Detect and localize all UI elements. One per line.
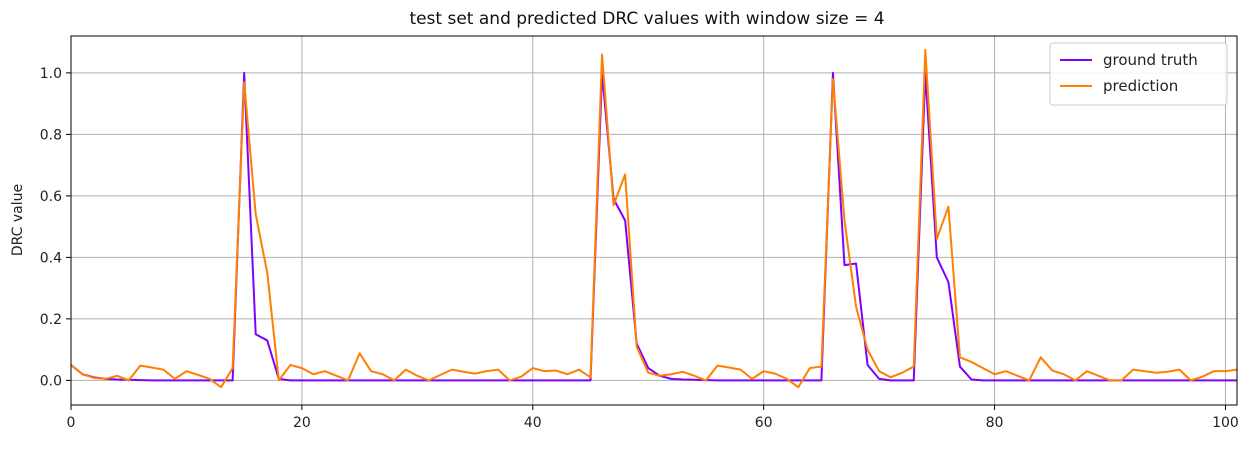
legend: ground truth prediction: [1049, 42, 1228, 106]
y-tick-label: 0.0: [40, 373, 62, 389]
series-line-prediction: [70, 48, 1238, 389]
y-tick-label: 0.8: [40, 127, 62, 143]
x-tick-label: 0: [67, 415, 76, 431]
axis-ticks: 0 20 40 60 80 100 0.0 0.2 0.4 0.6 0.8 1.0: [40, 66, 1239, 431]
plot-area-frame: [70, 35, 1238, 406]
x-tick-label: 80: [986, 415, 1004, 431]
x-tick-label: 60: [755, 415, 773, 431]
y-tick-label: 0.4: [40, 250, 62, 266]
y-tick-label: 0.6: [40, 189, 62, 205]
y-tick-label: 0.2: [40, 312, 62, 328]
x-tick-label: 40: [524, 415, 542, 431]
legend-box: [1049, 42, 1228, 106]
x-tick-label: 20: [293, 415, 311, 431]
legend-label-prediction: prediction: [1103, 77, 1178, 95]
y-axis-label: DRC value: [10, 184, 26, 256]
series-line-ground-truth: [70, 71, 1237, 382]
series-lines: [70, 48, 1238, 389]
x-tick-label: 100: [1212, 415, 1239, 431]
y-tick-label: 1.0: [40, 66, 62, 82]
legend-label-ground-truth: ground truth: [1103, 51, 1198, 69]
chart-title: test set and predicted DRC values with w…: [409, 9, 884, 29]
